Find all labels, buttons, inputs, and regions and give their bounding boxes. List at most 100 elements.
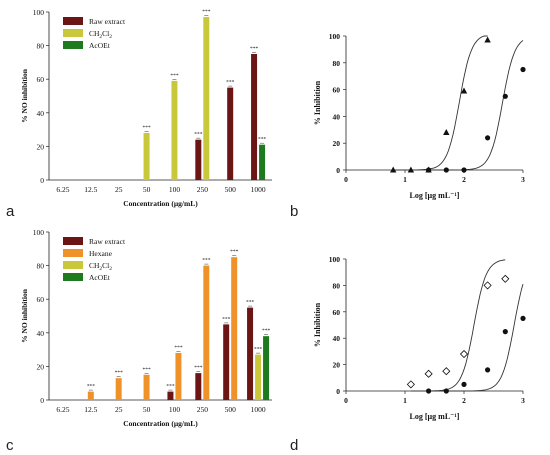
panel-letter-c: c bbox=[6, 437, 14, 454]
data-point-triangle bbox=[484, 36, 491, 43]
x-tick-label: 1000 bbox=[251, 185, 266, 194]
data-point-circle bbox=[485, 367, 491, 373]
significance-mark: *** bbox=[226, 80, 235, 86]
y-tick-label: 100 bbox=[329, 255, 341, 264]
legend-swatch bbox=[63, 273, 83, 281]
panel-letter-a: a bbox=[6, 203, 15, 220]
significance-mark: *** bbox=[166, 384, 175, 390]
fit-curve bbox=[393, 35, 488, 171]
data-point-circle bbox=[485, 135, 491, 141]
y-tick-label: 60 bbox=[333, 86, 341, 95]
y-tick-label: 60 bbox=[333, 308, 341, 317]
x-axis-label: Log [µg mL⁻¹] bbox=[410, 191, 460, 200]
panel-d-dose-response: 0 20 40 60 80 100 0 1 2 3 Log [µg mL⁻¹] % Inhibitio… bbox=[313, 255, 526, 421]
data-point-circle bbox=[502, 329, 508, 335]
x-tick-label: 500 bbox=[225, 185, 237, 194]
y-tick-label: 0 bbox=[40, 176, 44, 185]
significance-mark: *** bbox=[115, 370, 124, 376]
x-tick-label: 3 bbox=[521, 396, 525, 405]
data-point-circle bbox=[461, 167, 467, 173]
x-tick-label: 12.5 bbox=[84, 185, 97, 194]
data-point-diamond bbox=[424, 369, 433, 378]
x-tick-label: 100 bbox=[169, 405, 181, 414]
data-point-circle bbox=[443, 388, 449, 394]
y-tick-label: 0 bbox=[336, 387, 340, 396]
y-axis-label: % NO inhibition bbox=[20, 288, 29, 343]
data-point-circle bbox=[461, 381, 467, 387]
bar bbox=[247, 307, 254, 400]
x-tick-label: 500 bbox=[225, 405, 237, 414]
bar bbox=[203, 17, 210, 181]
legend-label: AcOEt bbox=[89, 273, 111, 282]
x-axis-label: Log [µg mL⁻¹] bbox=[410, 412, 460, 421]
bar bbox=[255, 354, 262, 400]
x-tick-label: 50 bbox=[143, 185, 151, 194]
significance-mark: *** bbox=[194, 365, 203, 371]
bar bbox=[263, 336, 270, 400]
y-axis-label: % Inhibition bbox=[313, 302, 322, 347]
bar bbox=[175, 352, 182, 400]
y-tick-label: 40 bbox=[37, 109, 45, 118]
legend-swatch bbox=[63, 249, 83, 257]
legend-label: CH2Cl2 bbox=[89, 29, 112, 40]
bar bbox=[195, 139, 202, 180]
x-tick-label: 0 bbox=[344, 175, 348, 184]
data-point-circle bbox=[426, 388, 432, 394]
x-tick-label: 1 bbox=[403, 396, 407, 405]
bar bbox=[167, 391, 174, 400]
significance-mark: *** bbox=[222, 316, 231, 322]
legend-label: Raw extract bbox=[89, 17, 126, 26]
significance-mark: *** bbox=[254, 347, 263, 353]
legend-label: AcOEt bbox=[89, 41, 111, 50]
y-axis-label: % Inhibition bbox=[313, 80, 322, 125]
bar bbox=[171, 80, 178, 180]
significance-mark: *** bbox=[262, 328, 271, 334]
x-tick-label: 100 bbox=[169, 185, 181, 194]
legend-swatch bbox=[63, 261, 83, 269]
significance-mark: *** bbox=[202, 258, 211, 264]
x-tick-label: 1 bbox=[403, 175, 407, 184]
bar bbox=[203, 265, 210, 400]
bar bbox=[115, 378, 122, 400]
bar bbox=[143, 132, 150, 180]
significance-mark: *** bbox=[250, 46, 259, 52]
y-tick-label: 20 bbox=[333, 139, 341, 148]
bar bbox=[227, 87, 234, 180]
data-point-circle bbox=[443, 167, 449, 173]
data-point-diamond bbox=[459, 349, 469, 359]
panel-b-dose-response: 0 20 40 60 80 100 0 1 2 3 Log [µg mL⁻¹] % Inhibitio… bbox=[313, 32, 526, 200]
significance-mark: *** bbox=[142, 125, 151, 131]
x-tick-label: 2 bbox=[462, 396, 466, 405]
data-point-circle bbox=[426, 167, 432, 173]
y-tick-label: 80 bbox=[333, 59, 341, 68]
x-axis-label: Concentration (µg/mL) bbox=[123, 199, 198, 208]
y-tick-label: 40 bbox=[333, 112, 341, 121]
y-tick-label: 20 bbox=[37, 362, 45, 371]
data-point-triangle bbox=[460, 87, 468, 94]
data-point-circle bbox=[502, 93, 508, 99]
significance-mark: *** bbox=[230, 249, 239, 255]
data-point-diamond bbox=[442, 367, 451, 376]
bar bbox=[195, 373, 202, 400]
y-tick-label: 40 bbox=[37, 329, 45, 338]
panel-c-bar-chart: 0 20 40 60 80 100 6.25 *** 12.5 *** 25 *** 50 *** *** 1… bbox=[20, 228, 272, 428]
y-tick-label: 80 bbox=[37, 42, 45, 51]
x-tick-label: 12.5 bbox=[84, 405, 97, 414]
data-point-circle bbox=[520, 315, 526, 321]
x-axis-label: Concentration (µg/mL) bbox=[123, 419, 198, 428]
significance-mark: *** bbox=[246, 300, 255, 306]
y-tick-label: 100 bbox=[33, 228, 45, 237]
y-tick-label: 20 bbox=[37, 142, 45, 151]
x-tick-label: 2 bbox=[462, 175, 466, 184]
y-tick-label: 100 bbox=[329, 32, 341, 41]
legend-swatch bbox=[63, 29, 83, 37]
bar bbox=[231, 257, 238, 400]
x-tick-label: 6.25 bbox=[56, 185, 69, 194]
x-tick-label: 3 bbox=[521, 175, 525, 184]
x-tick-label: 25 bbox=[115, 405, 123, 414]
legend-swatch bbox=[63, 17, 83, 25]
y-tick-label: 60 bbox=[37, 295, 45, 304]
